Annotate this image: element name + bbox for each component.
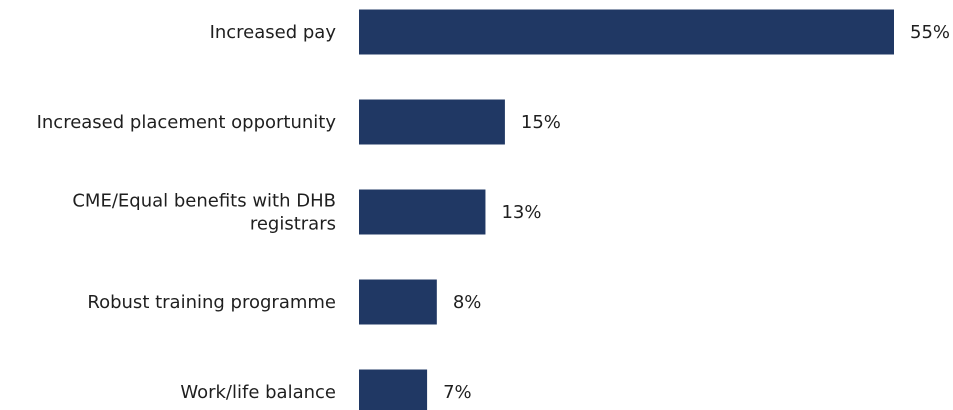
bar-group — [359, 9, 894, 410]
bar-4 — [359, 369, 428, 410]
bar-0 — [359, 9, 894, 55]
category-labels: Increased pay Increased placement opportu… — [37, 22, 337, 403]
bar-1 — [359, 99, 505, 145]
value-labels: 55% 15% 13% 8% 7% — [443, 22, 950, 403]
category-label-3: Robust training programme — [87, 292, 336, 313]
value-label-2: 13% — [501, 202, 541, 223]
value-label-0: 55% — [910, 22, 950, 43]
bar-3 — [359, 279, 437, 325]
bar-2 — [359, 189, 486, 235]
category-label-2-line-0: CME/Equal benefits with DHB — [72, 191, 336, 212]
value-label-4: 7% — [443, 382, 472, 403]
value-label-1: 15% — [521, 112, 561, 133]
value-label-3: 8% — [453, 292, 482, 313]
category-label-2-line-1: registrars — [250, 214, 336, 235]
category-label-0: Increased pay — [210, 22, 337, 43]
category-label-1: Increased placement opportunity — [37, 112, 337, 133]
category-label-4: Work/life balance — [180, 382, 336, 403]
